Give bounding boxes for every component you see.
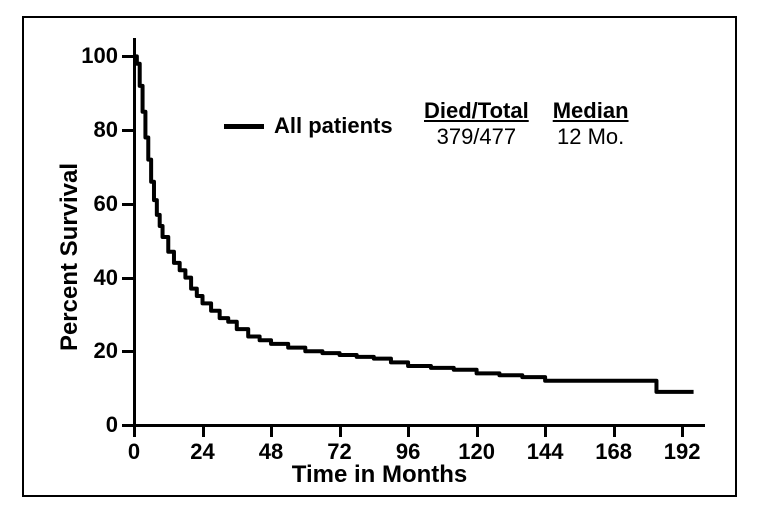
legend-col-median: Median 12 Mo. — [553, 98, 629, 150]
x-tick-label: 144 — [527, 439, 564, 465]
legend-hdr-diedtotal: Died/Total — [424, 98, 529, 124]
legend-col-diedtotal: Died/Total 379/477 — [424, 98, 529, 150]
legend-row: All patients — [224, 113, 393, 139]
y-tick — [122, 424, 134, 427]
legend-hdr-median: Median — [553, 98, 629, 124]
x-tick-label: 192 — [664, 439, 701, 465]
x-tick-label: 168 — [595, 439, 632, 465]
x-tick-label: 48 — [259, 439, 283, 465]
x-axis-title: Time in Months — [292, 461, 468, 489]
x-tick — [476, 425, 479, 437]
x-axis — [134, 424, 705, 427]
y-tick-label: 0 — [106, 412, 118, 438]
x-tick — [270, 425, 273, 437]
plot-area: 024487296120144168192020406080100 All pa… — [134, 38, 705, 425]
y-tick — [122, 203, 134, 206]
y-axis — [133, 38, 136, 425]
legend-val-median: 12 Mo. — [557, 124, 624, 150]
x-tick — [613, 425, 616, 437]
legend-series-label: All patients — [274, 113, 393, 139]
y-tick-label: 60 — [94, 191, 118, 217]
legend-line-icon — [224, 124, 264, 129]
survival-curve — [134, 38, 705, 425]
y-tick-label: 80 — [94, 117, 118, 143]
y-tick-label: 40 — [94, 265, 118, 291]
y-tick — [122, 350, 134, 353]
legend: All patients — [224, 113, 393, 139]
x-tick — [681, 425, 684, 437]
y-tick-label: 100 — [81, 43, 118, 69]
y-axis-title: Percent Survival — [56, 162, 84, 350]
image-container: 024487296120144168192020406080100 All pa… — [0, 0, 759, 513]
x-tick — [339, 425, 342, 437]
y-tick-label: 20 — [94, 338, 118, 364]
y-tick — [122, 277, 134, 280]
y-tick — [122, 129, 134, 132]
x-tick — [202, 425, 205, 437]
legend-table: Died/Total 379/477 Median 12 Mo. — [424, 98, 629, 150]
x-tick — [544, 425, 547, 437]
chart-frame: 024487296120144168192020406080100 All pa… — [22, 16, 737, 497]
x-tick-label: 24 — [190, 439, 214, 465]
y-tick — [122, 55, 134, 58]
x-tick — [407, 425, 410, 437]
x-tick-label: 0 — [128, 439, 140, 465]
legend-val-diedtotal: 379/477 — [437, 124, 517, 150]
